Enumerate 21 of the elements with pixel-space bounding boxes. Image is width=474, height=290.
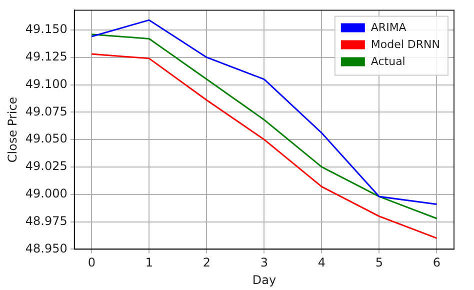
y-tick-label: 49.000 [25, 186, 68, 201]
y-tick-label: 49.075 [25, 104, 68, 118]
y-tick-label: 49.050 [25, 132, 68, 146]
x-axis-title: Day [252, 272, 276, 287]
x-tick-label: 0 [88, 256, 96, 270]
y-tick-label: 49.100 [25, 76, 68, 91]
x-tick-label: 2 [202, 256, 210, 270]
x-tick-label: 6 [432, 256, 441, 270]
legend-label: ARIMA [370, 21, 407, 34]
legend-label: Actual [370, 55, 406, 68]
y-tick-label: 49.150 [25, 22, 68, 36]
x-tick-label: 4 [318, 256, 326, 270]
legend-label: Model DRNN [370, 38, 440, 52]
y-axis-title: Close Price [5, 96, 20, 163]
y-tick-label: 49.025 [25, 159, 68, 174]
y-tick-label: 48.975 [25, 214, 68, 228]
y-tick-label: 48.950 [25, 241, 68, 256]
x-tick-label: 3 [260, 256, 268, 270]
x-tick-label: 5 [375, 256, 384, 270]
x-tick-label: 1 [145, 256, 153, 270]
y-tick-label: 49.125 [25, 49, 68, 64]
